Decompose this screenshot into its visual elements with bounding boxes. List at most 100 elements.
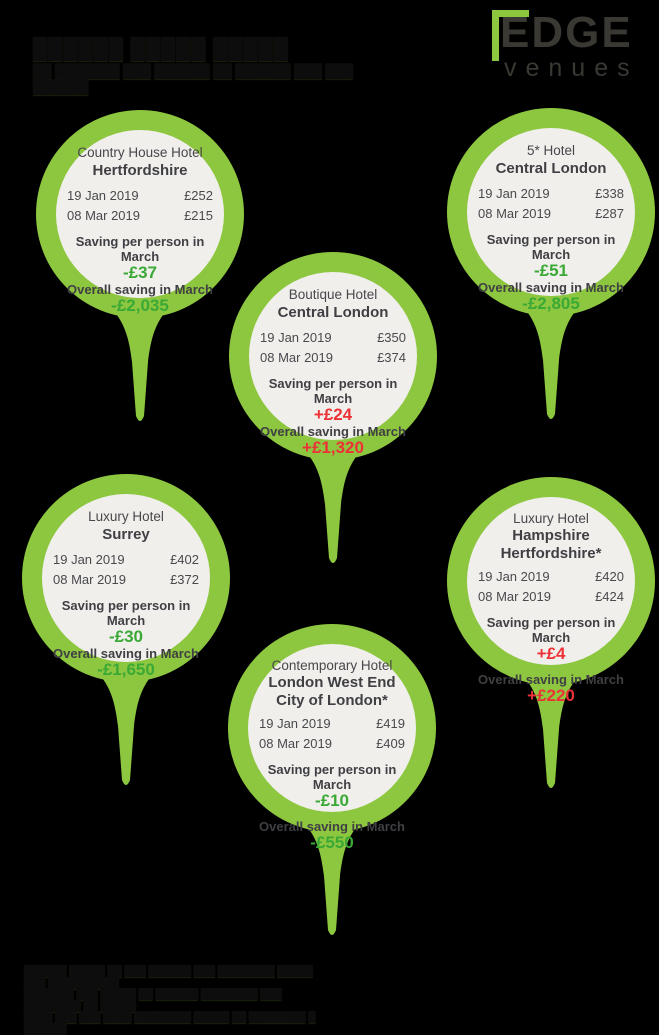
- map-pin-5-star-hotel: 5* Hotel Central London 19 Jan 2019 £338…: [447, 108, 655, 440]
- rate-price: £252: [184, 188, 213, 203]
- saving-per-person-value: -£30: [108, 627, 144, 646]
- rate-date: 19 Jan 2019: [260, 330, 332, 345]
- saving-per-person-label: Saving per person in March: [75, 234, 205, 264]
- rate-date: 19 Jan 2019: [478, 569, 550, 584]
- rate-date: 08 Mar 2019: [67, 208, 140, 223]
- rate-price: £350: [377, 330, 406, 345]
- saving-per-person-label: Saving per person in March: [486, 615, 616, 645]
- saving-per-person-label: Saving per person in March: [61, 598, 191, 628]
- rate-rows: 19 Jan 2019 £252 08 Mar 2019 £215: [67, 188, 213, 224]
- map-pin-icon: [447, 108, 655, 419]
- rate-price: £409: [376, 736, 405, 751]
- saving-per-person-value: -£37: [122, 263, 158, 282]
- rate-date: 08 Mar 2019: [259, 736, 332, 751]
- footnote-line2-obscured: ███████ ███ █████ ██ ██████ ████████ ███…: [24, 989, 282, 1012]
- pin-content: Contemporary Hotel London West End City …: [250, 644, 414, 851]
- footnote-line1-obscured: ██████ █████ ██ ███ ██████ ███ ████████ …: [24, 966, 313, 989]
- rate-row: 19 Jan 2019 £419: [259, 716, 405, 732]
- rate-price: £338: [595, 186, 624, 201]
- hotel-type: Country House Hotel: [77, 145, 203, 160]
- rate-price: £420: [595, 569, 624, 584]
- rate-row: 19 Jan 2019 £420: [478, 569, 624, 585]
- overall-saving-label: Overall saving in March: [478, 672, 624, 687]
- rate-row: 08 Mar 2019 £287: [478, 206, 624, 222]
- rate-price: £424: [595, 589, 624, 604]
- saving-per-person-value: -£10: [314, 791, 350, 810]
- rate-rows: 19 Jan 2019 £350 08 Mar 2019 £374: [260, 330, 406, 366]
- map-pin-icon: [22, 474, 230, 785]
- rate-date: 19 Jan 2019: [67, 188, 139, 203]
- rate-date: 08 Mar 2019: [260, 350, 333, 365]
- rate-price: £287: [595, 206, 624, 221]
- overall-saving-value: +£220: [527, 686, 575, 705]
- map-pin-icon: [229, 252, 437, 563]
- rate-date: 19 Jan 2019: [53, 552, 125, 567]
- rate-price: £215: [184, 208, 213, 223]
- rate-price: £372: [170, 572, 199, 587]
- saving-per-person-label: Saving per person in March: [267, 762, 397, 792]
- rate-row: 19 Jan 2019 £350: [260, 330, 406, 346]
- map-pin-luxury-hotel-surrey: Luxury Hotel Surrey 19 Jan 2019 £402 08 …: [22, 474, 230, 806]
- hotel-type: Boutique Hotel: [288, 287, 378, 302]
- headline-line1-obscured: ██████ █████ █████: [33, 38, 289, 60]
- rate-price: £374: [377, 350, 406, 365]
- saving-per-person-value: +£4: [536, 644, 566, 663]
- overall-saving-label: Overall saving in March: [260, 424, 406, 439]
- saving-per-person-label: Saving per person in March: [268, 376, 398, 406]
- rate-rows: 19 Jan 2019 £420 08 Mar 2019 £424: [478, 569, 624, 605]
- map-pin-icon: [228, 624, 436, 935]
- hotel-location: Central London: [277, 304, 389, 321]
- logo-corner-bracket-icon: [492, 10, 529, 61]
- edge-venues-logo: EDGE venues: [492, 8, 658, 84]
- rate-date: 19 Jan 2019: [259, 716, 331, 731]
- headline-obscured: ██████ █████ █████ ██ ███████ ███ ██████…: [33, 38, 363, 95]
- overall-saving-value: -£550: [310, 833, 354, 852]
- footnote-obscured: ██████ █████ ██ ███ ██████ ███ ████████ …: [24, 966, 334, 1035]
- map-pin-contemporary-hotel: Contemporary Hotel London West End City …: [228, 624, 436, 956]
- pin-content: Luxury Hotel Hampshire Hertfordshire* 19…: [469, 497, 633, 704]
- rate-price: £402: [170, 552, 199, 567]
- rate-date: 08 Mar 2019: [53, 572, 126, 587]
- hotel-location: London West End City of London*: [268, 674, 396, 709]
- rate-date: 08 Mar 2019: [478, 589, 551, 604]
- overall-saving-value: +£1,320: [302, 438, 364, 457]
- rate-rows: 19 Jan 2019 £419 08 Mar 2019 £409: [259, 716, 405, 752]
- headline-line2-obscured: ██ ███████ ███ ██████ ██ ██████ ███ ███ …: [33, 63, 354, 94]
- rate-rows: 19 Jan 2019 £338 08 Mar 2019 £287: [478, 186, 624, 222]
- map-pin-icon: [447, 477, 655, 788]
- overall-saving-value: -£1,650: [97, 660, 155, 679]
- hotel-location: Surrey: [102, 526, 150, 543]
- map-pin-boutique-hotel: Boutique Hotel Central London 19 Jan 201…: [229, 252, 437, 584]
- rate-date: 19 Jan 2019: [478, 186, 550, 201]
- hotel-location: Hampshire Hertfordshire*: [500, 527, 602, 562]
- pin-content: 5* Hotel Central London 19 Jan 2019 £338…: [469, 128, 633, 312]
- hotel-location: Central London: [495, 160, 607, 177]
- rate-date: 08 Mar 2019: [478, 206, 551, 221]
- rate-row: 08 Mar 2019 £374: [260, 350, 406, 366]
- pin-content: Luxury Hotel Surrey 19 Jan 2019 £402 08 …: [44, 494, 208, 678]
- rate-row: 08 Mar 2019 £409: [259, 736, 405, 752]
- hotel-location: Hertfordshire: [92, 162, 188, 179]
- overall-saving-label: Overall saving in March: [67, 282, 213, 297]
- rate-row: 19 Jan 2019 £252: [67, 188, 213, 204]
- overall-saving-label: Overall saving in March: [478, 280, 624, 295]
- pin-content: Boutique Hotel Central London 19 Jan 201…: [251, 272, 415, 456]
- pin-content: Country House Hotel Hertfordshire 19 Jan…: [58, 130, 222, 314]
- hotel-type: 5* Hotel: [526, 143, 576, 158]
- map-pin-luxury-hotel-hampshire: Luxury Hotel Hampshire Hertfordshire* 19…: [447, 477, 655, 809]
- map-pin-country-house-hotel: Country House Hotel Hertfordshire 19 Jan…: [36, 110, 244, 442]
- rate-row: 08 Mar 2019 £424: [478, 589, 624, 605]
- hotel-type: Contemporary Hotel: [271, 658, 393, 673]
- overall-saving-label: Overall saving in March: [259, 819, 405, 834]
- rate-rows: 19 Jan 2019 £402 08 Mar 2019 £372: [53, 552, 199, 588]
- rate-price: £419: [376, 716, 405, 731]
- rate-row: 08 Mar 2019 £372: [53, 572, 199, 588]
- saving-per-person-label: Saving per person in March: [486, 232, 616, 262]
- rate-row: 19 Jan 2019 £338: [478, 186, 624, 202]
- overall-saving-label: Overall saving in March: [53, 646, 199, 661]
- logo-brand-text: EDGE: [500, 8, 633, 57]
- hotel-type: Luxury Hotel: [88, 509, 164, 524]
- logo-sub-text: venues: [504, 54, 639, 82]
- rate-row: 08 Mar 2019 £215: [67, 208, 213, 224]
